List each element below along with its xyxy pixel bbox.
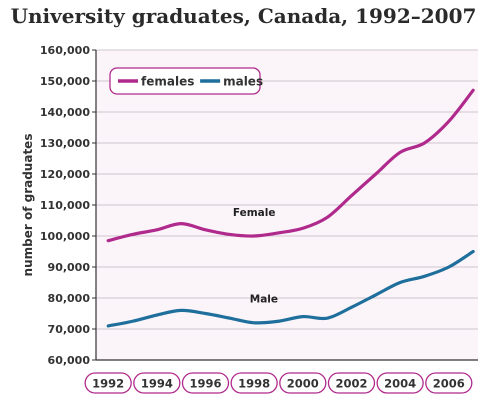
x-tick-label: 2004 [384,377,416,391]
x-tick-box [279,372,327,394]
annotation-label: Female [233,207,276,219]
y-tick-label: 150,000 [40,75,90,88]
x-tick-label: 1994 [141,377,173,391]
y-tick-label: 100,000 [40,230,90,243]
x-tick-box [181,372,230,394]
legend-label: females [141,75,194,89]
x-tick-box [327,372,376,394]
legend-box [109,67,261,95]
series-line-females [106,88,475,243]
annotation-label: Male [250,294,278,306]
x-tick-label: 2000 [287,377,319,391]
x-tick-label: 2006 [433,377,465,391]
chart-title: University graduates, Canada, 1992–2007 [10,4,477,28]
y-tick-label: 70,000 [48,323,91,336]
x-tick-box [133,372,181,394]
y-tick-label: 80,000 [48,292,91,305]
x-tick-box [84,372,132,394]
y-tick-label: 160,000 [40,44,90,57]
y-tick-label: 130,000 [40,137,90,150]
x-tick-label: 1992 [92,377,124,391]
y-tick-label: 120,000 [40,168,90,181]
y-axis-title: number of graduates [21,134,35,277]
y-tick-label: 110,000 [40,199,90,212]
y-tick-label: 90,000 [48,261,91,274]
x-tick-box [376,372,424,394]
legend-label: males [223,75,263,89]
y-tick-label: 60,000 [48,354,91,367]
x-tick-label: 2002 [335,377,367,391]
series-line-males [106,249,475,328]
y-tick-label: 140,000 [40,106,90,119]
x-tick-box [425,372,473,394]
x-tick-box [230,372,278,394]
x-tick-label: 1996 [189,377,221,391]
x-tick-label: 1998 [238,377,270,391]
